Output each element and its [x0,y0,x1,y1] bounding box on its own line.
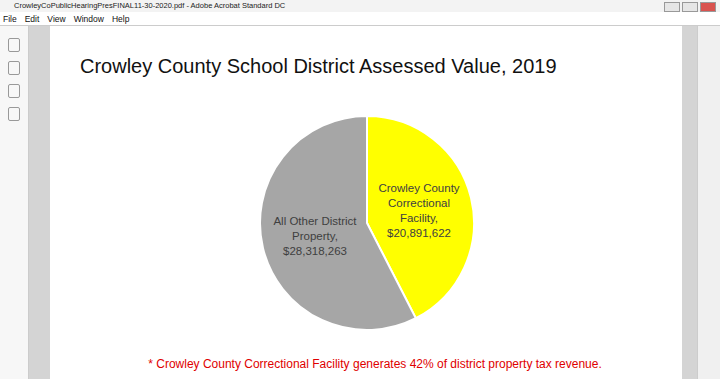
html-text:Crowley County School District: Crowley County School District Assessed … [80,55,557,77]
html-text:View: View [47,14,66,24]
svg-text:Crowley CountyCorrectionalFaci: Crowley CountyCorrectionalFacility,$20,8… [378,182,459,239]
svg-text:All Other DistrictProperty,$28: All Other DistrictProperty,$28,318,263 [273,215,357,257]
html-text:CrowleyCoPublicHearingPresFINA: CrowleyCoPublicHearingPresFINAL11-30-202… [14,1,286,10]
html-text:* Crowley County Correctional: * Crowley County Correctional Facility g… [148,357,602,371]
html-text:Help: Help [111,14,130,24]
html-text:Edit: Edit [24,14,40,24]
html-text:Window: Window [73,14,104,24]
html-text:File: File [3,14,17,24]
